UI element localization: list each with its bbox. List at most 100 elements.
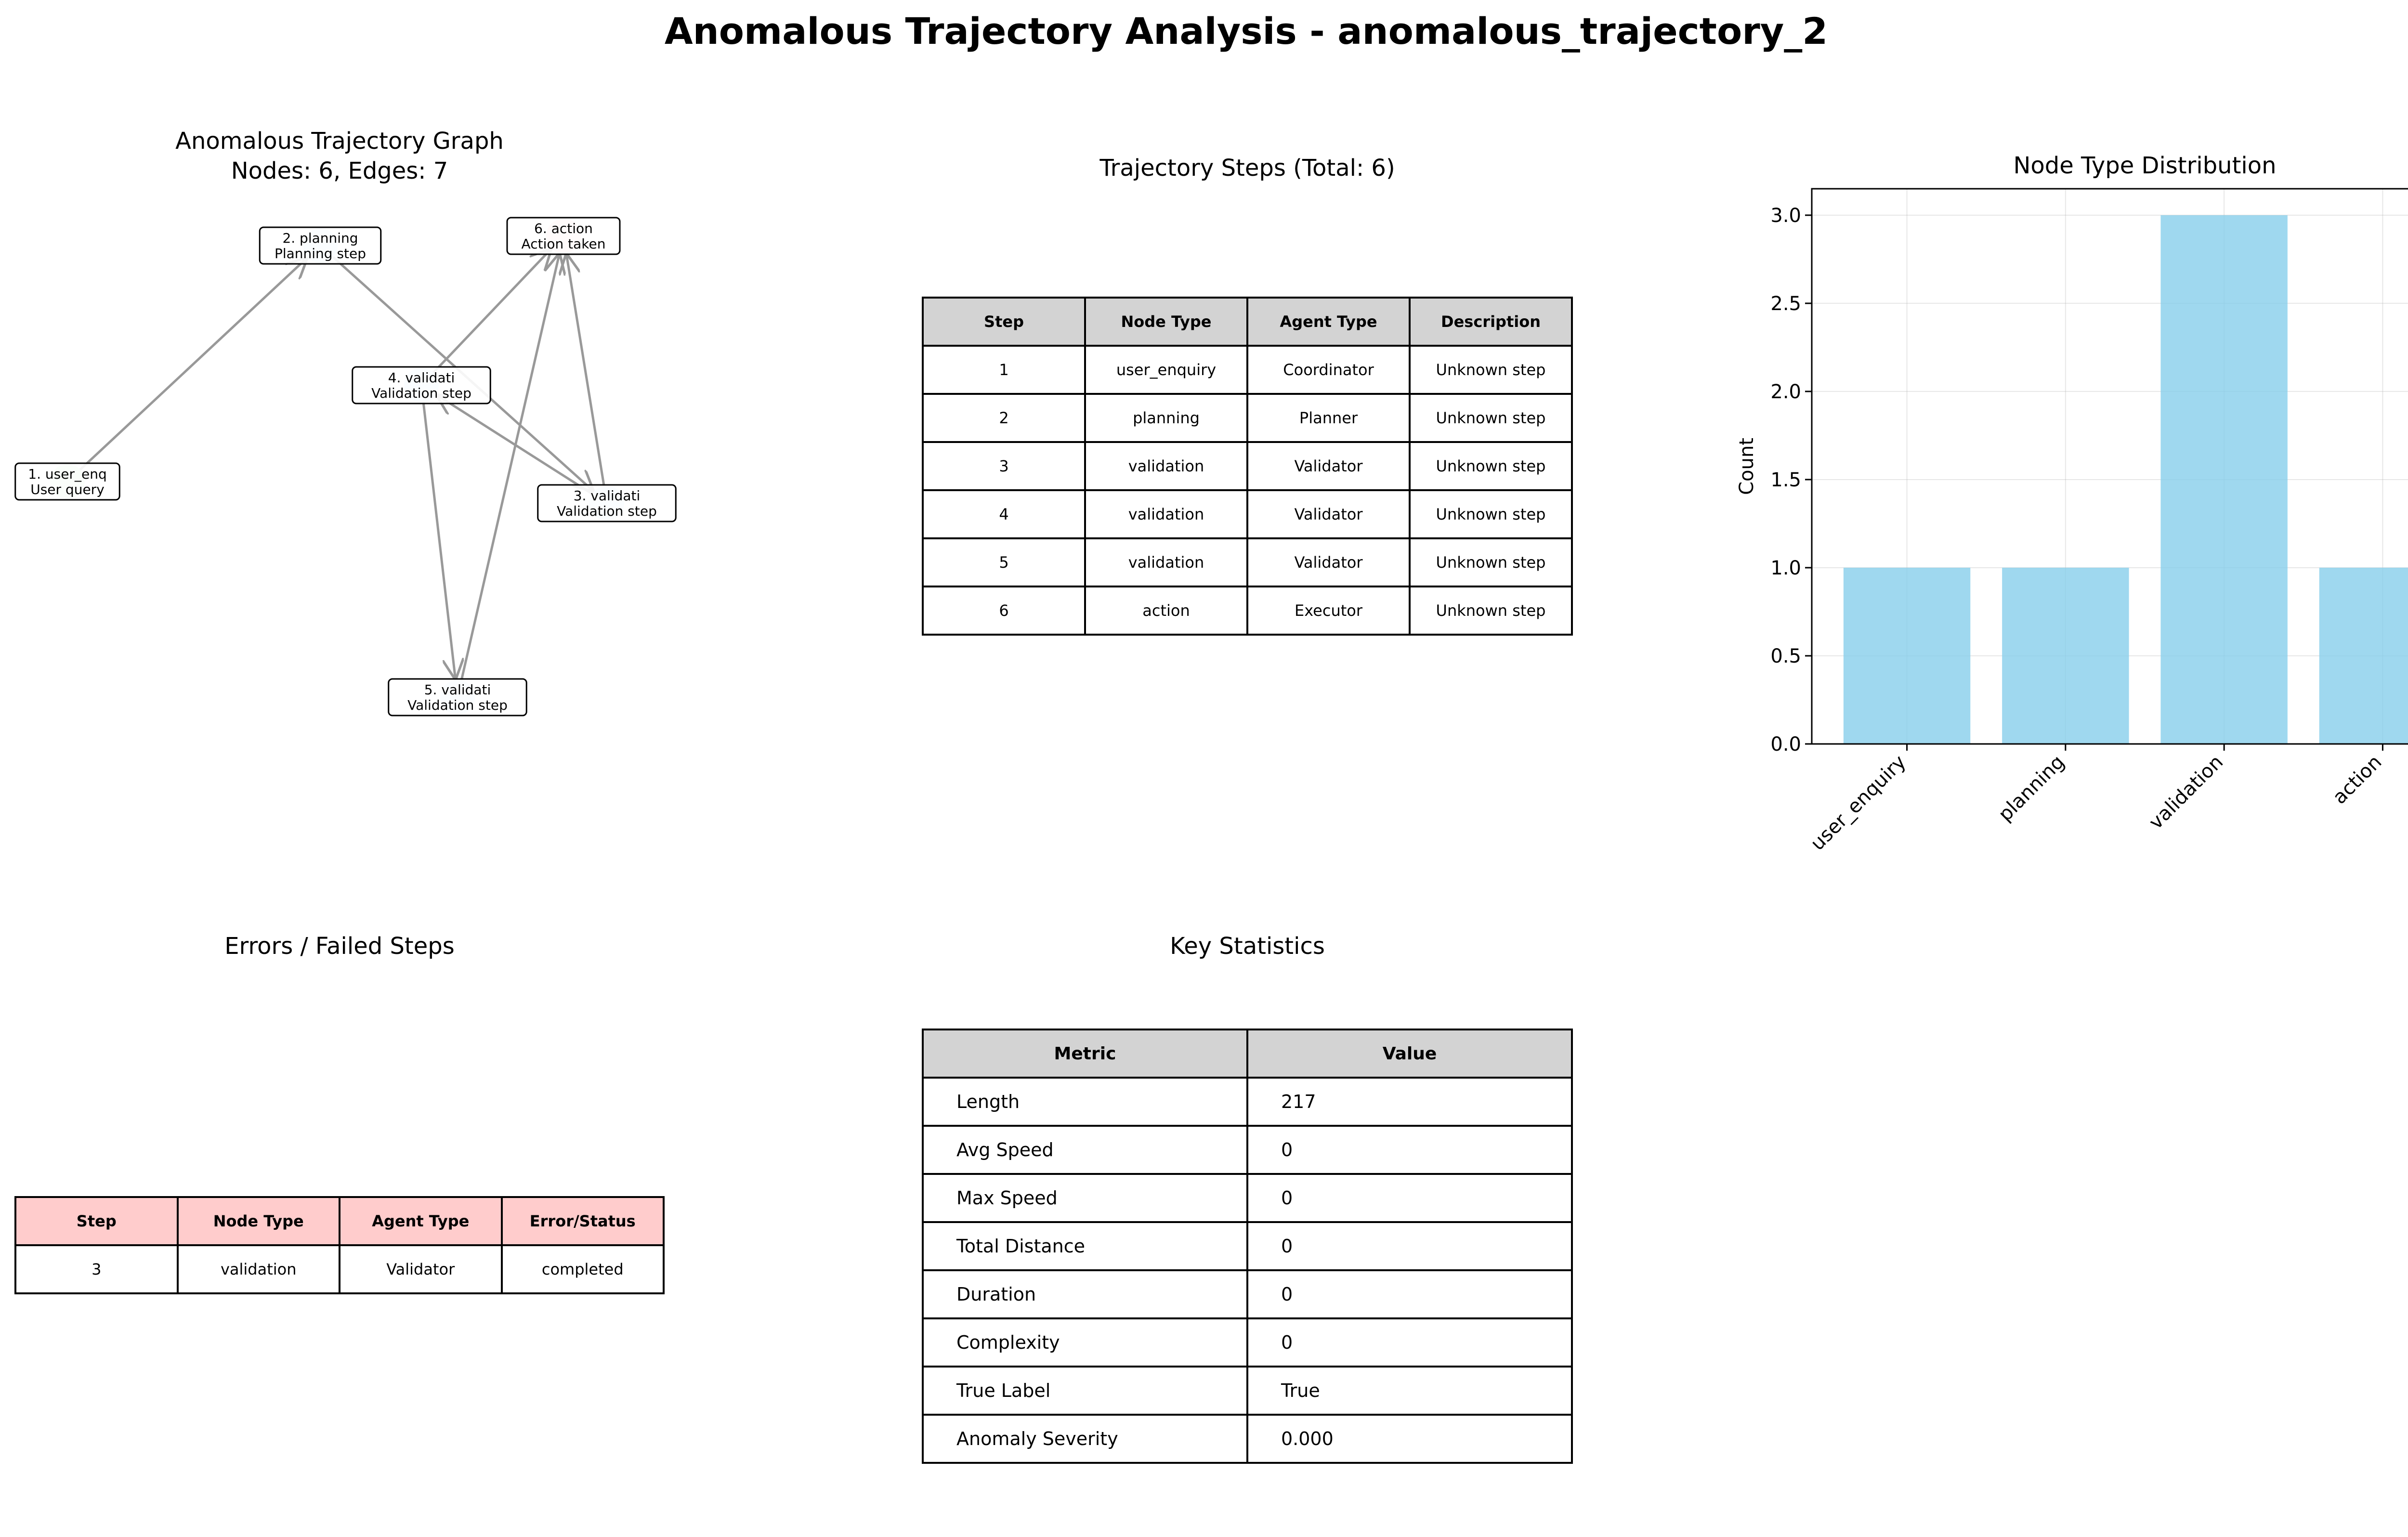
graph-node-label: 4. validati: [388, 370, 455, 386]
steps-table-row: 2 planning Planner Unknown step: [922, 393, 1573, 443]
stats-table-cell: Total Distance: [922, 1221, 1248, 1271]
graph-node-label-box: [352, 366, 491, 404]
y-axis-label: Count: [1736, 438, 1758, 495]
graph-node-sublabel: Validation step: [407, 697, 508, 713]
stats-table-cell: True Label: [922, 1366, 1248, 1416]
graph-title-line1: Anomalous Trajectory Graph: [175, 128, 504, 155]
graph-node-label-box: [537, 484, 677, 522]
x-tick-label: validation: [2145, 751, 2227, 834]
steps-table-cell: Unknown step: [1409, 489, 1573, 539]
x-tick-label: planning: [1994, 751, 2069, 826]
stats-table-cell: Duration: [922, 1269, 1248, 1319]
stats-table: Metric Value Length 217 Avg Speed 0 Max Speed 0…: [922, 1029, 1573, 1464]
stats-table-cell: 0: [1246, 1317, 1573, 1368]
errors-table-header-row: Step Node Type Agent Type Error/Status: [14, 1196, 665, 1246]
steps-table-cell: planning: [1084, 393, 1248, 443]
stats-table-cell: 0.000: [1246, 1414, 1573, 1464]
graph-node-label: 3. validati: [574, 488, 641, 504]
chart-title: Node Type Distribution: [2013, 152, 2276, 179]
graph-node-sublabel: Planning step: [275, 246, 366, 261]
y-tick-label: 0.0: [1770, 733, 1801, 755]
steps-table-cell: Coordinator: [1246, 345, 1411, 395]
errors-table-row: 3 validation Validator completed: [14, 1244, 665, 1294]
steps-table-cell: action: [1084, 586, 1248, 636]
graph-node-sublabel: Validation step: [557, 503, 657, 519]
steps-table-header-cell: Node Type: [1084, 297, 1248, 347]
errors-table-header-cell: Step: [14, 1196, 179, 1246]
errors-table-cell: completed: [500, 1244, 665, 1294]
stats-table-cell: 0: [1246, 1221, 1573, 1271]
steps-table-cell: 4: [922, 489, 1086, 539]
stats-table-cell: Length: [922, 1077, 1248, 1127]
steps-table: Step Node Type Agent Type Description 1 user_…: [922, 297, 1573, 636]
graph-title-line2: Nodes: 6, Edges: 7: [231, 157, 448, 184]
stats-table-cell: Avg Speed: [922, 1125, 1248, 1175]
graph-edge-4-5: [422, 402, 456, 680]
y-tick-label: 2.0: [1770, 381, 1801, 403]
x-tick-label: action: [2329, 751, 2386, 809]
errors-table-header-cell: Node Type: [176, 1196, 340, 1246]
errors-panel-title: Errors / Failed Steps: [224, 933, 455, 960]
stats-table-cell: True: [1246, 1366, 1573, 1416]
bar-validation: [2160, 215, 2288, 744]
steps-table-cell: validation: [1084, 489, 1248, 539]
steps-table-header-cell: Description: [1409, 297, 1573, 347]
stats-table-header-cell: Metric: [922, 1029, 1248, 1079]
graph-edge-4-6: [432, 248, 551, 374]
stats-table-row: Complexity 0: [922, 1317, 1573, 1368]
steps-panel-title: Trajectory Steps (Total: 6): [1099, 155, 1395, 182]
steps-table-cell: Unknown step: [1409, 441, 1573, 491]
steps-table-cell: user_enquiry: [1084, 345, 1248, 395]
graph-edge-5-6: [460, 253, 560, 681]
graph-node-sublabel: Validation step: [371, 385, 471, 401]
steps-table-cell: Executor: [1246, 586, 1411, 636]
stats-table-row: Anomaly Severity 0.000: [922, 1414, 1573, 1464]
steps-table-cell: Unknown step: [1409, 537, 1573, 587]
stats-table-header-row: Metric Value: [922, 1029, 1573, 1079]
x-tick-label: user_enquiry: [1806, 751, 1911, 855]
steps-table-cell: 1: [922, 345, 1086, 395]
steps-table-header-row: Step Node Type Agent Type Description: [922, 297, 1573, 347]
figure-title: Anomalous Trajectory Analysis - anomalou…: [664, 10, 1828, 52]
stats-table-cell: 0: [1246, 1173, 1573, 1223]
stats-table-cell: Anomaly Severity: [922, 1414, 1248, 1464]
graph-node-label-box: [14, 462, 120, 501]
errors-table-cell: 3: [14, 1244, 179, 1294]
errors-table-header-cell: Error/Status: [500, 1196, 665, 1246]
steps-table-row: 1 user_enquiry Coordinator Unknown step: [922, 345, 1573, 395]
errors-table-cell: validation: [176, 1244, 340, 1294]
bar-user_enquiry: [1843, 567, 1971, 744]
steps-table-cell: Planner: [1246, 393, 1411, 443]
steps-table-cell: 5: [922, 537, 1086, 587]
stats-table-cell: Max Speed: [922, 1173, 1248, 1223]
graph-node-sublabel: Action taken: [522, 236, 606, 252]
graph-node-label: 6. action: [534, 221, 593, 236]
graph-edge-3-6: [566, 253, 605, 486]
bar-planning: [2002, 567, 2129, 744]
steps-table-row: 4 validation Validator Unknown step: [922, 489, 1573, 539]
steps-table-header-cell: Agent Type: [1246, 297, 1411, 347]
stats-table-row: Avg Speed 0: [922, 1125, 1573, 1175]
graph-node-label: 5. validati: [424, 682, 491, 698]
errors-table-header-cell: Agent Type: [339, 1196, 503, 1246]
graph-edge-1-2: [79, 258, 307, 471]
graph-node-label: 2. planning: [282, 230, 358, 246]
graph-node-sublabel: User query: [30, 482, 105, 497]
y-tick-label: 1.0: [1770, 557, 1801, 579]
steps-table-cell: Validator: [1246, 537, 1411, 587]
errors-table-cell: Validator: [339, 1244, 503, 1294]
steps-table-header-cell: Step: [922, 297, 1086, 347]
steps-table-cell: Validator: [1246, 489, 1411, 539]
stats-table-cell: 0: [1246, 1269, 1573, 1319]
steps-table-cell: Unknown step: [1409, 586, 1573, 636]
stats-table-cell: Complexity: [922, 1317, 1248, 1368]
stats-table-row: Length 217: [922, 1077, 1573, 1127]
bar-action: [2319, 567, 2408, 744]
graph-panel-title: Anomalous Trajectory Graph Nodes: 6, Edg…: [0, 126, 679, 186]
